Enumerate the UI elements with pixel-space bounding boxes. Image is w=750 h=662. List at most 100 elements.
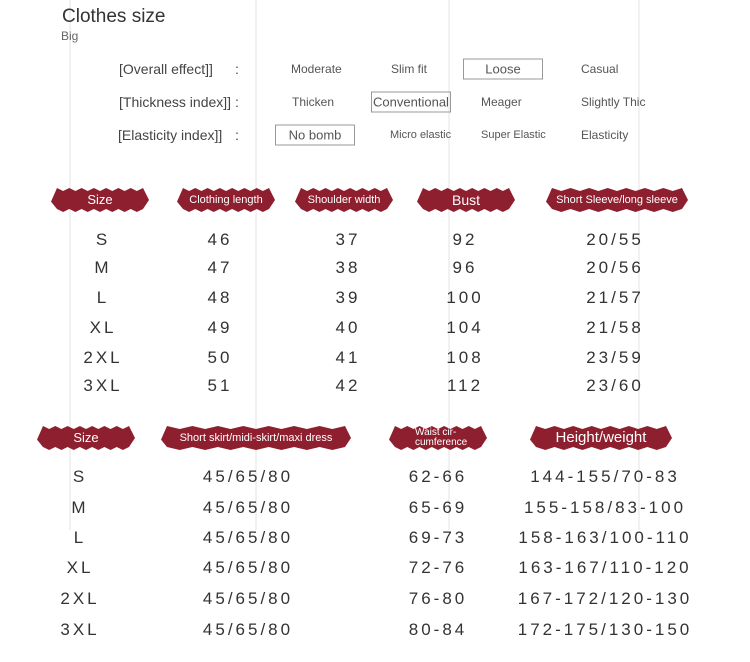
table-cell: 23/59 [586, 348, 644, 367]
divider [638, 0, 640, 530]
header-text: Waist cir- cumference [415, 427, 468, 448]
column-header: Size [37, 422, 135, 454]
brush-shape [389, 426, 487, 450]
table-cell: 167-172/120-130 [517, 589, 693, 608]
attribute-label: [Thickness index]] [119, 94, 232, 110]
attribute-option: Conventional [371, 91, 451, 113]
attribute-option: Micro elastic [390, 129, 452, 141]
table-cell: 172-175/130-150 [517, 620, 693, 639]
header-text: Clothing length [189, 194, 263, 206]
attribute-option: Slim fit [391, 62, 427, 76]
attribute-label: [Overall effect]] [119, 61, 213, 77]
brush-stroke [161, 426, 351, 450]
table-cell: 92 [452, 230, 478, 249]
attribute-colon: : [235, 127, 239, 143]
brush-stroke [417, 188, 515, 212]
brush-shape [51, 188, 149, 212]
column-header: Short Sleeve/long sleeve [546, 184, 688, 216]
table-cell: XL [66, 558, 94, 577]
header-text: Short skirt/midi-skirt/maxi dress [179, 432, 333, 444]
table-cell: 45/65/80 [202, 589, 294, 608]
attribute-option: Meager [481, 95, 522, 109]
attribute-option: Super Elastic [481, 129, 546, 141]
table-cell: 3XL [60, 620, 100, 639]
brush-stroke [37, 426, 135, 450]
table-cell: 40 [335, 318, 361, 337]
attribute-option: Slightly Thic [581, 95, 646, 109]
brush-stroke [51, 188, 149, 212]
header-text: Height/weight [555, 429, 647, 446]
brush-shape [530, 426, 672, 450]
table-cell: 2XL [60, 589, 100, 608]
brush-shape [177, 188, 275, 212]
attribute-colon: : [235, 61, 239, 77]
table-cell: 158-163/100-110 [518, 528, 692, 547]
title: Clothes size [62, 6, 166, 27]
table-cell: S [95, 230, 111, 249]
table-cell: 62-66 [408, 467, 468, 486]
table-cell: 2XL [83, 348, 123, 367]
table-cell: 45/65/80 [202, 498, 294, 517]
table-cell: M [94, 258, 112, 277]
attribute-option: No bomb [275, 124, 355, 146]
table-cell: 42 [335, 376, 361, 395]
table-cell: 104 [446, 318, 484, 337]
table-cell: 49 [207, 318, 233, 337]
table-cell: 80-84 [408, 620, 468, 639]
table-cell: 23/60 [586, 376, 644, 395]
table-cell: M [71, 498, 89, 517]
column-header: Waist cir- cumference [389, 422, 487, 454]
column-header: Height/weight [530, 422, 672, 454]
table-cell: 47 [207, 258, 233, 277]
attribute-option: Loose [463, 58, 543, 80]
attribute-label: [Elasticity index]] [118, 127, 223, 143]
brush-shape [546, 188, 688, 212]
brush-stroke [295, 188, 393, 212]
divider [69, 0, 71, 530]
table-cell: 48 [207, 288, 233, 307]
header-text: Bust [451, 192, 480, 208]
table-cell: 3XL [83, 376, 123, 395]
brush-stroke [546, 188, 688, 212]
attribute-option: Elasticity [581, 128, 629, 142]
table-cell: 69-73 [408, 528, 468, 547]
table-cell: 38 [335, 258, 361, 277]
table-cell: 76-80 [408, 589, 468, 608]
brush-shape [161, 426, 351, 450]
table-cell: 96 [452, 258, 478, 277]
column-header: Shoulder width [295, 184, 393, 216]
column-header: Bust [417, 184, 515, 216]
table-cell: 21/57 [586, 288, 644, 307]
table-cell: 163-167/110-120 [518, 558, 692, 577]
divider [448, 0, 450, 530]
table-cell: S [72, 467, 88, 486]
table-cell: 45/65/80 [202, 620, 294, 639]
table-cell: 45/65/80 [202, 467, 294, 486]
brush-shape [37, 426, 135, 450]
header-text: Size [87, 192, 113, 207]
attribute-colon: : [235, 94, 239, 110]
brush-shape [295, 188, 393, 212]
column-header: Clothing length [177, 184, 275, 216]
header-text: Size [73, 430, 99, 445]
table-cell: 20/55 [586, 230, 644, 249]
divider [255, 0, 257, 530]
table-cell: 50 [207, 348, 233, 367]
table-cell: XL [89, 318, 117, 337]
subtitle: Big [61, 29, 79, 43]
attribute-option: Thicken [292, 95, 335, 109]
brush-stroke [177, 188, 275, 212]
table-cell: 144-155/70-83 [530, 467, 680, 486]
table-cell: 21/58 [586, 318, 644, 337]
header-text: Short Sleeve/long sleeve [556, 194, 678, 206]
brush-stroke [530, 426, 672, 450]
table-cell: 20/56 [586, 258, 644, 277]
table-cell: 65-69 [408, 498, 468, 517]
table-cell: 41 [335, 348, 361, 367]
column-header: Short skirt/midi-skirt/maxi dress [161, 422, 351, 454]
table-cell: 51 [207, 376, 233, 395]
table-cell: 72-76 [408, 558, 468, 577]
table-cell: 112 [446, 376, 484, 395]
